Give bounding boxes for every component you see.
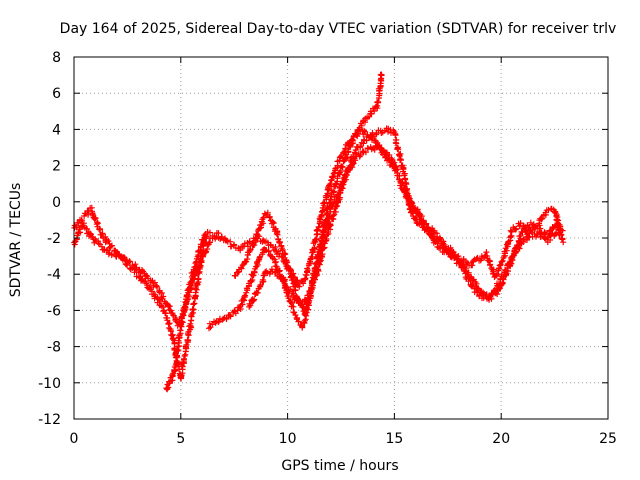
x-axis-label: GPS time / hours [281,458,398,474]
y-tick-label: -12 [38,412,61,428]
x-tick-label: 5 [176,431,185,447]
chart-title: Day 164 of 2025, Sidereal Day-to-day VTE… [60,21,617,37]
series-markers [206,71,385,332]
series-track-4 [206,71,385,332]
y-tick-label: -2 [47,231,61,247]
data-points [71,71,567,393]
series-markers [397,182,564,280]
series-markers [163,229,213,393]
y-tick-label: 0 [52,195,61,211]
y-tick-label: 2 [52,159,61,175]
y-tick-label: 6 [52,86,61,102]
series-track-3 [163,229,213,393]
x-tick-label: 10 [279,431,297,447]
y-tick-label: -10 [38,376,61,392]
series-markers [231,127,401,290]
x-tick-label: 25 [599,431,617,447]
y-axis-label: SDTVAR / TECUs [8,183,24,298]
x-tick-label: 20 [492,431,510,447]
x-tick-label: 0 [70,431,79,447]
y-tick-label: -6 [47,303,61,319]
x-tick-label: 15 [385,431,403,447]
y-axis-ticks: -12 -10 -8 -6 -4 -2 0 2 4 6 8 [38,50,608,428]
y-tick-label: 8 [52,50,61,66]
y-tick-label: -4 [47,267,61,283]
x-axis-ticks: 0 5 10 15 20 25 [70,57,617,447]
series-track-7 [397,182,564,280]
y-tick-label: -8 [47,340,61,356]
y-tick-label: 4 [52,122,61,138]
series-track-5 [231,127,401,290]
